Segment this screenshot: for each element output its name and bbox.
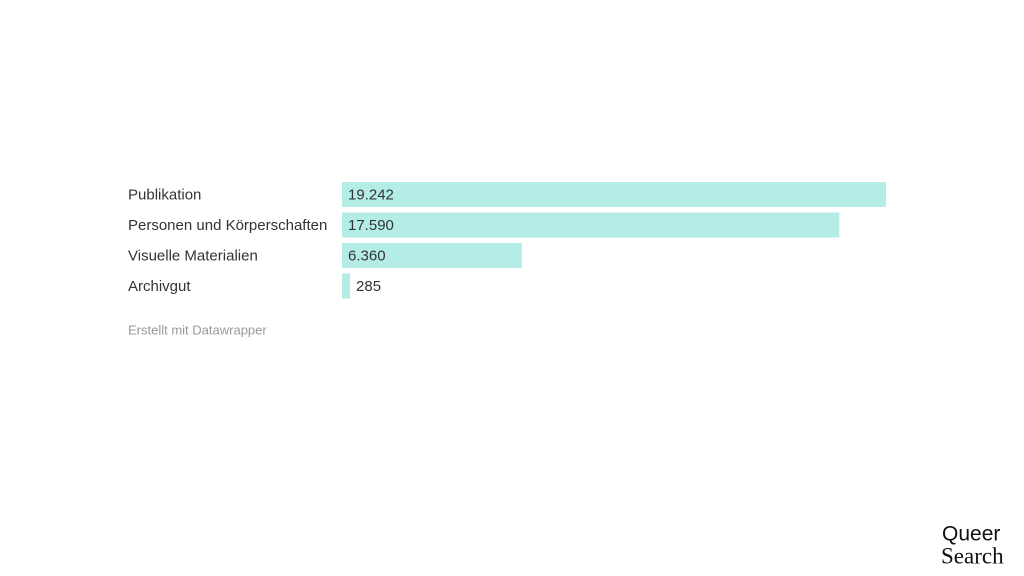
bar [342, 273, 351, 299]
value-label: 6.360 [348, 247, 386, 264]
value-label: 19.242 [348, 186, 394, 203]
category-label: Visuelle Materialien [128, 247, 258, 264]
category-label: Publikation [128, 186, 201, 203]
category-label: Archivgut [128, 278, 191, 295]
credit: Erstellt mit Datawrapper [128, 322, 267, 337]
bar [342, 243, 522, 268]
bar [342, 182, 886, 207]
logo-line1: Queer [942, 523, 1000, 546]
value-label: 285 [356, 278, 381, 295]
bar [342, 212, 840, 238]
logo-line2: Search [941, 543, 1004, 568]
value-label: 17.590 [348, 217, 394, 234]
category-label: Personen und Körperschaften [128, 217, 327, 234]
